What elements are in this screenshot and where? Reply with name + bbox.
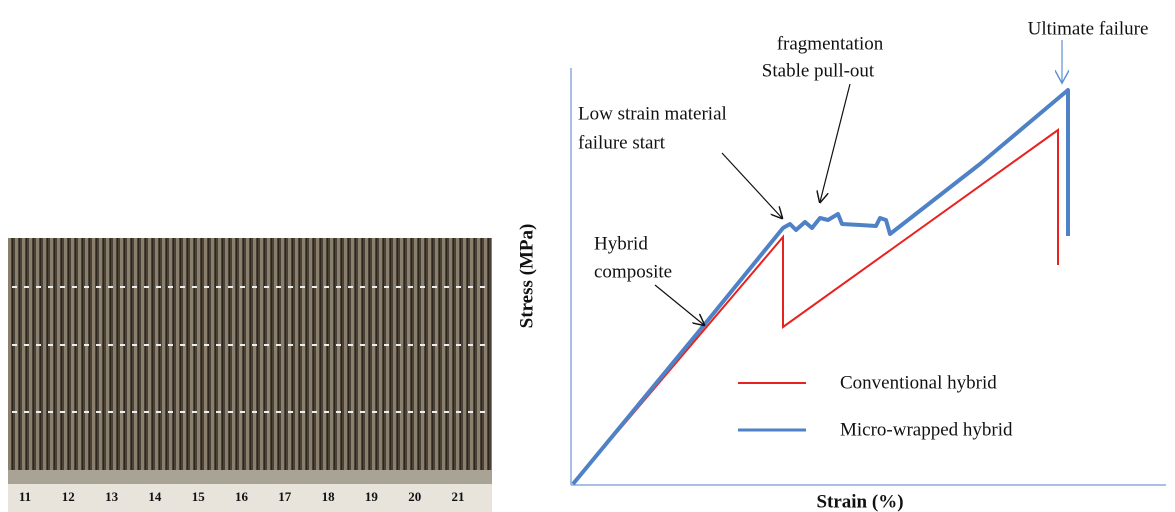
ruler-label: 18 bbox=[322, 489, 336, 504]
annotation: Low strain material bbox=[578, 103, 727, 124]
chart: Stress (MPa) Strain (%) Ultimate failure… bbox=[516, 18, 1166, 512]
annotation: Hybrid bbox=[594, 233, 648, 254]
arrow bbox=[721, 152, 782, 218]
annotation: fragmentation bbox=[777, 33, 884, 54]
annotation: Ultimate failure bbox=[1028, 18, 1149, 39]
micro-wrapped-curve bbox=[571, 88, 1070, 486]
ruler-label: 17 bbox=[278, 489, 292, 504]
ruler-label: 11 bbox=[19, 489, 31, 504]
arrow bbox=[654, 284, 704, 325]
ruler-label: 19 bbox=[365, 489, 379, 504]
fabric-photo bbox=[8, 238, 492, 512]
ruler-label: 21 bbox=[452, 489, 465, 504]
annotation: composite bbox=[594, 261, 672, 282]
conventional-curve bbox=[572, 128, 1059, 485]
ruler-label: 12 bbox=[62, 489, 75, 504]
ruler-label: 13 bbox=[105, 489, 119, 504]
ruler-label: 16 bbox=[235, 489, 249, 504]
legend-label: Conventional hybrid bbox=[840, 372, 997, 393]
ruler-labels: 11 12 13 14 15 16 17 18 19 20 21 bbox=[19, 489, 465, 504]
arrow bbox=[820, 83, 851, 202]
annotation: failure start bbox=[578, 132, 666, 153]
fabric bbox=[8, 238, 492, 470]
ruler-label: 15 bbox=[192, 489, 206, 504]
ruler-edge bbox=[8, 470, 492, 484]
y-axis-label: Stress (MPa) bbox=[516, 224, 537, 329]
legend-label: Micro-wrapped hybrid bbox=[840, 419, 1013, 440]
annotation: Stable pull-out bbox=[762, 60, 875, 81]
ruler-label: 14 bbox=[148, 489, 162, 504]
x-axis-label: Strain (%) bbox=[816, 491, 903, 512]
ruler-label: 20 bbox=[408, 489, 421, 504]
